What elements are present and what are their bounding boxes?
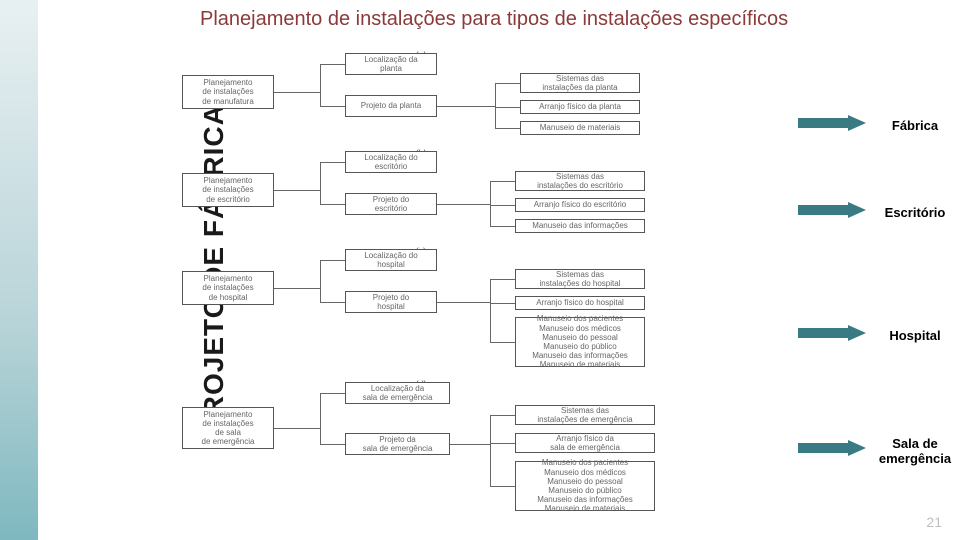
diagram-node: Sistemas dasinstalações do escritório xyxy=(515,171,645,191)
category-label: Sala de emergência xyxy=(870,436,960,466)
diagram-node: Projeto dasala de emergência xyxy=(345,433,450,455)
diagram-node: Sistemas dasinstalações do hospital xyxy=(515,269,645,289)
diagram-node: Planejamentode instalaçõesde escritório xyxy=(182,173,274,207)
diagram-node: Planejamentode instalaçõesde manufatura xyxy=(182,75,274,109)
arrow-icon xyxy=(798,115,866,131)
arrow-icon xyxy=(798,202,866,218)
diagram-node: Sistemas dasinstalações da planta xyxy=(520,73,640,93)
diagram-node: Projeto doescritório xyxy=(345,193,437,215)
diagram-node: Manuseio das informações xyxy=(515,219,645,233)
diagram-node: Localização dohospital xyxy=(345,249,437,271)
category-label: Escritório xyxy=(870,205,960,220)
diagram-node: Localização doescritório xyxy=(345,151,437,173)
diagram-node: Arranjo físico do hospital xyxy=(515,296,645,310)
diagram-node: Arranjo físico da planta xyxy=(520,100,640,114)
page-title: Planejamento de instalações para tipos d… xyxy=(200,8,940,31)
diagram-node: Manuseio dos pacientesManuseio dos médic… xyxy=(515,461,655,511)
diagram-area: (a)Planejamentode instalaçõesde manufatu… xyxy=(170,45,810,535)
page-number: 21 xyxy=(926,514,942,530)
category-label: Fábrica xyxy=(870,118,960,133)
diagram-node: Planejamentode instalaçõesde hospital xyxy=(182,271,274,305)
diagram-node: Localização daplanta xyxy=(345,53,437,75)
diagram-node: Manuseio dos pacientesManuseio dos médic… xyxy=(515,317,645,367)
diagram-node: Sistemas dasinstalações de emergência xyxy=(515,405,655,425)
category-label: Hospital xyxy=(870,328,960,343)
arrow-icon xyxy=(798,440,866,456)
diagram-node: Arranjo físico do escritório xyxy=(515,198,645,212)
diagram-node: Localização dasala de emergência xyxy=(345,382,450,404)
diagram-node: Planejamentode instalaçõesde salade emer… xyxy=(182,407,274,449)
arrow-icon xyxy=(798,325,866,341)
sidebar-gradient xyxy=(0,0,38,540)
diagram-node: Manuseio de materiais xyxy=(520,121,640,135)
diagram-node: Arranjo físico dasala de emergência xyxy=(515,433,655,453)
diagram-node: Projeto da planta xyxy=(345,95,437,117)
diagram-node: Projeto dohospital xyxy=(345,291,437,313)
